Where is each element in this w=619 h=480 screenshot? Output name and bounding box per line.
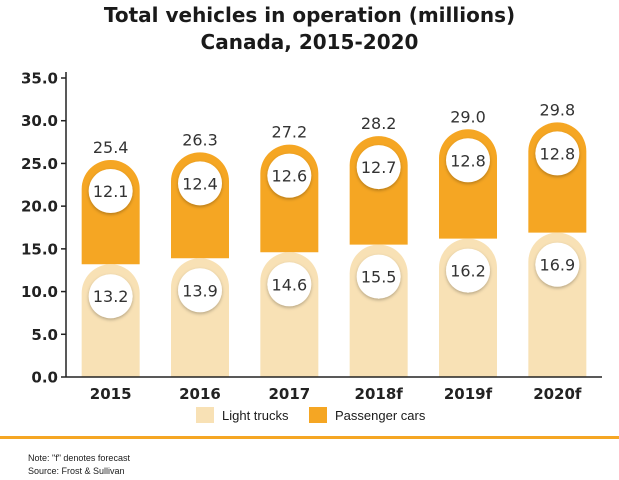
value-bubble-passenger-cars-2015 xyxy=(88,169,133,214)
y-tick-label: 15.0 xyxy=(21,240,58,258)
data-label-light-trucks-2020f: 16.9 xyxy=(540,256,576,275)
x-tick-label-2015: 2015 xyxy=(90,385,132,400)
value-bubble-light-trucks-2016 xyxy=(178,268,222,313)
y-tick-label: 20.0 xyxy=(21,198,58,216)
value-bubble-passenger-cars-2018f xyxy=(356,145,401,190)
value-bubble-passenger-cars-2020f xyxy=(535,131,580,176)
y-tick-label: 5.0 xyxy=(31,326,58,344)
x-tick-label-2018f: 2018f xyxy=(355,385,404,400)
x-tick-label-2019f: 2019f xyxy=(444,385,493,400)
chart-title: Total vehicles in operation (millions) xyxy=(103,3,516,27)
legend: Light trucks Passenger cars xyxy=(0,406,619,426)
legend-swatch-passenger-cars xyxy=(309,407,327,423)
y-tick-label: 35.0 xyxy=(21,70,58,88)
data-label-light-trucks-2018f: 15.5 xyxy=(361,268,397,287)
value-bubble-light-trucks-2019f xyxy=(446,248,490,293)
total-label-2018f: 28.2 xyxy=(361,114,397,133)
total-label-2019f: 29.0 xyxy=(450,107,486,126)
value-bubble-passenger-cars-2017 xyxy=(267,153,312,198)
note-forecast: Note: "f" denotes forecast xyxy=(28,453,130,463)
data-label-passenger-cars-2016: 12.4 xyxy=(182,174,218,193)
legend-item-passenger-cars: Passenger cars xyxy=(309,406,425,424)
value-bubble-passenger-cars-2019f xyxy=(446,138,490,183)
total-label-2017: 27.2 xyxy=(272,123,308,142)
data-label-passenger-cars-2017: 12.6 xyxy=(272,167,308,186)
chart-subtitle: Canada, 2015-2020 xyxy=(200,30,419,54)
legend-label-passenger-cars: Passenger cars xyxy=(335,407,426,423)
x-tick-label-2016: 2016 xyxy=(179,385,221,400)
y-tick-label: 30.0 xyxy=(21,112,58,130)
total-label-2020f: 29.8 xyxy=(540,100,576,119)
legend-swatch-light-trucks xyxy=(196,407,214,423)
data-label-light-trucks-2015: 13.2 xyxy=(93,287,129,306)
data-label-passenger-cars-2019f: 12.8 xyxy=(450,151,486,170)
value-bubble-light-trucks-2020f xyxy=(535,242,580,287)
data-label-light-trucks-2019f: 16.2 xyxy=(450,262,486,281)
footnotes: Note: "f" denotes forecast Source: Frost… xyxy=(28,452,130,478)
total-label-2015: 25.4 xyxy=(93,138,129,157)
legend-label-light-trucks: Light trucks xyxy=(222,407,289,423)
data-label-passenger-cars-2020f: 12.8 xyxy=(540,144,576,163)
x-tick-label-2017: 2017 xyxy=(268,385,310,400)
plot-area: 35.0 30.0 25.0 20.0 15.0 10.0 5.0 0.0 12.1 13.2 2… xyxy=(21,70,602,400)
divider-rule xyxy=(0,436,619,439)
value-bubble-passenger-cars-2016 xyxy=(178,161,222,206)
y-tick-label: 25.0 xyxy=(21,155,58,173)
data-label-passenger-cars-2018f: 12.7 xyxy=(361,158,397,177)
legend-item-light-trucks: Light trucks xyxy=(196,406,288,424)
data-label-light-trucks-2016: 13.9 xyxy=(182,281,218,300)
y-tick-label: 0.0 xyxy=(31,369,58,387)
value-bubble-light-trucks-2018f xyxy=(356,254,401,299)
data-label-light-trucks-2017: 14.6 xyxy=(272,275,308,294)
x-tick-label-2020f: 2020f xyxy=(533,385,582,400)
total-label-2016: 26.3 xyxy=(182,130,218,149)
value-bubble-light-trucks-2017 xyxy=(267,262,312,307)
data-label-passenger-cars-2015: 12.1 xyxy=(93,182,129,201)
note-source: Source: Frost & Sullivan xyxy=(28,466,125,476)
value-bubble-light-trucks-2015 xyxy=(88,274,133,319)
y-tick-label: 10.0 xyxy=(21,283,58,301)
